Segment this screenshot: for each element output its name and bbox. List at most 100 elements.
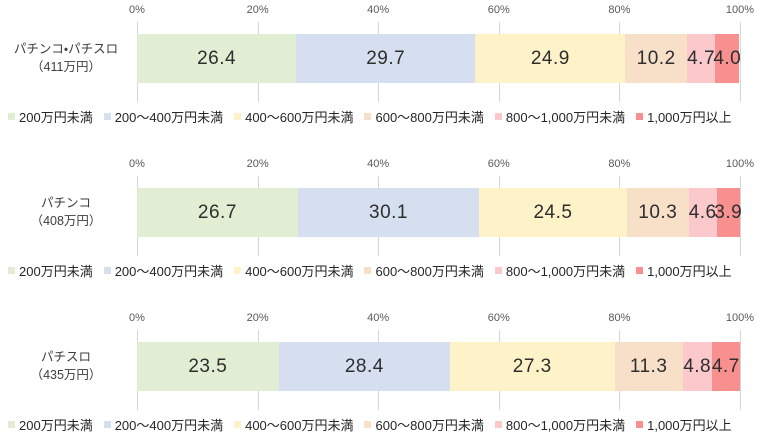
axis-tick-label: 100% [725, 4, 755, 16]
legend-item-label: 400～600万円未満 [245, 109, 354, 125]
bar-segment: 24.5 [479, 188, 627, 237]
segment-value-label: 4.0 [713, 47, 742, 69]
axis-tick-label: 40% [367, 158, 390, 170]
legend-item: 200万円未満 [8, 261, 93, 280]
segment-value-label: 10.2 [636, 47, 676, 69]
bar-segment: 4.8 [682, 342, 712, 391]
category-name: パチスロ [40, 350, 91, 364]
legend-item: 600～800万円未満 [364, 415, 484, 434]
legend-item: 200～400万円未満 [103, 261, 223, 280]
legend-item: 200～400万円未満 [103, 415, 224, 434]
legend-item-label: 600～800万円未満 [375, 263, 484, 279]
legend-swatch-icon [234, 266, 242, 274]
segment-value-label: 30.1 [369, 201, 408, 223]
legend-swatch-icon [494, 420, 502, 428]
axis-tick-label: 20% [246, 312, 269, 324]
x-axis: 0% 20% 40% 60% 80% 100% [129, 4, 754, 19]
category-income-note: （408万円） [30, 213, 102, 228]
legend-item: 800～1,000万円未満 [494, 415, 626, 434]
bar-segment: 27.3 [449, 342, 615, 391]
legend-item: 400～600万円未満 [234, 261, 353, 280]
bar-segment: 4.7 [686, 34, 716, 83]
segment-value-label: 23.5 [188, 355, 228, 377]
legend-item-label: 600～800万円未満 [375, 417, 484, 433]
gridline [740, 22, 741, 102]
x-axis: 0% 20% 40% 60% 80% 100% [129, 158, 754, 173]
legend-item-label: 200万円未満 [19, 109, 93, 125]
legend-item: 600～800万円未満 [364, 261, 484, 280]
legend-item-label: 400～600万円未満 [245, 263, 354, 279]
legend-swatch-icon [636, 420, 644, 428]
bar-segment: 26.7 [137, 188, 298, 237]
segment-value-label: 4.8 [683, 355, 712, 377]
axis-tick-label: 60% [487, 158, 510, 170]
category-income-note: （411万円） [31, 59, 101, 74]
axis-tick-label: 100% [725, 312, 755, 324]
legend-item: 800～1,000万円未満 [494, 261, 626, 280]
axis-tick-label: 80% [608, 312, 631, 324]
bar-segment: 11.3 [614, 342, 683, 391]
bar-segment: 23.5 [137, 342, 279, 391]
legend: 200万円未満 200～400万円未満 400～600万円未満 600～800万円未満… [8, 106, 758, 126]
legend-item-label: 200～400万円未満 [114, 417, 224, 433]
legend-item-label: 200万円未満 [19, 417, 93, 433]
segment-value-label: 28.4 [344, 355, 384, 377]
axis-tick-label: 0% [129, 312, 145, 324]
stacked-bar: 26.4 29.7 24.9 10.2 4.7 4.0 [137, 34, 742, 83]
category-name: パチンコ [40, 196, 91, 210]
segment-value-label: 4.7 [711, 355, 740, 377]
segment-value-label: 4.6 [688, 201, 717, 223]
axis-tick-label: 100% [725, 158, 755, 170]
legend-item: 200～400万円未満 [103, 107, 224, 126]
segment-value-label: 24.9 [530, 47, 570, 69]
legend-item-label: 800～1,000万円未満 [505, 263, 626, 279]
legend-swatch-icon [8, 266, 15, 274]
bar-segment: 10.3 [626, 188, 689, 237]
segment-value-label: 29.7 [366, 47, 406, 69]
segment-value-label: 4.7 [687, 47, 716, 69]
legend-item: 1,000万円以上 [636, 415, 732, 434]
bar-segment: 4.7 [711, 342, 740, 391]
segment-value-label: 11.3 [629, 355, 668, 377]
category-name: パチンコ・パチスロ [13, 42, 119, 56]
axis-tick-label: 0% [129, 158, 145, 170]
legend-item-label: 200～400万円未満 [114, 109, 224, 125]
legend-swatch-icon [494, 266, 502, 274]
gridline [740, 330, 741, 410]
legend-swatch-icon [364, 266, 372, 274]
legend-swatch-icon [364, 420, 372, 428]
legend-item-label: 1,000万円以上 [647, 109, 732, 125]
stacked-bar: 23.5 28.4 27.3 11.3 4.8 4.7 [137, 342, 740, 391]
axis-tick-label: 40% [367, 4, 390, 16]
legend-swatch-icon [494, 112, 502, 120]
segment-value-label: 10.3 [638, 201, 678, 223]
stacked-bar: 26.7 30.1 24.5 10.3 4.6 3.9 [137, 188, 742, 237]
category-label: パチンコ・パチスロ （411万円） [0, 34, 132, 83]
legend-item: 800～1,000万円未満 [494, 107, 625, 126]
legend-item: 1,000万円以上 [636, 261, 732, 280]
gridline [740, 176, 741, 256]
bar-segment: 30.1 [297, 188, 480, 237]
legend-swatch-icon [103, 266, 111, 274]
legend-item-label: 800～1,000万円未満 [505, 417, 626, 433]
legend-item-label: 200万円未満 [19, 263, 93, 279]
x-axis: 0% 20% 40% 60% 80% 100% [129, 312, 754, 327]
axis-tick-label: 20% [246, 158, 269, 170]
legend-swatch-icon [636, 112, 644, 120]
legend-item-label: 1,000万円以上 [647, 417, 732, 433]
legend-swatch-icon [103, 112, 111, 120]
legend: 200万円未満 200～400万円未満 400～600万円未満 600～800万円未満… [8, 260, 758, 280]
legend-item: 1,000万円以上 [636, 107, 732, 126]
bar-segment: 3.9 [714, 188, 742, 237]
axis-tick-label: 80% [608, 158, 631, 170]
axis-tick-label: 40% [367, 312, 390, 324]
bar-segment: 28.4 [278, 342, 450, 391]
legend-swatch-icon [8, 112, 15, 120]
legend-item-label: 1,000万円以上 [647, 263, 732, 279]
legend-item: 400～600万円未満 [234, 415, 353, 434]
legend-swatch-icon [234, 112, 242, 120]
chart-block: 0% 20% 40% 60% 80% 100% パチンコ・パチスロ （411万円） 26.4 29… [0, 0, 763, 154]
legend-item-label: 400～600万円未満 [245, 417, 354, 433]
axis-tick-label: 60% [487, 4, 510, 16]
